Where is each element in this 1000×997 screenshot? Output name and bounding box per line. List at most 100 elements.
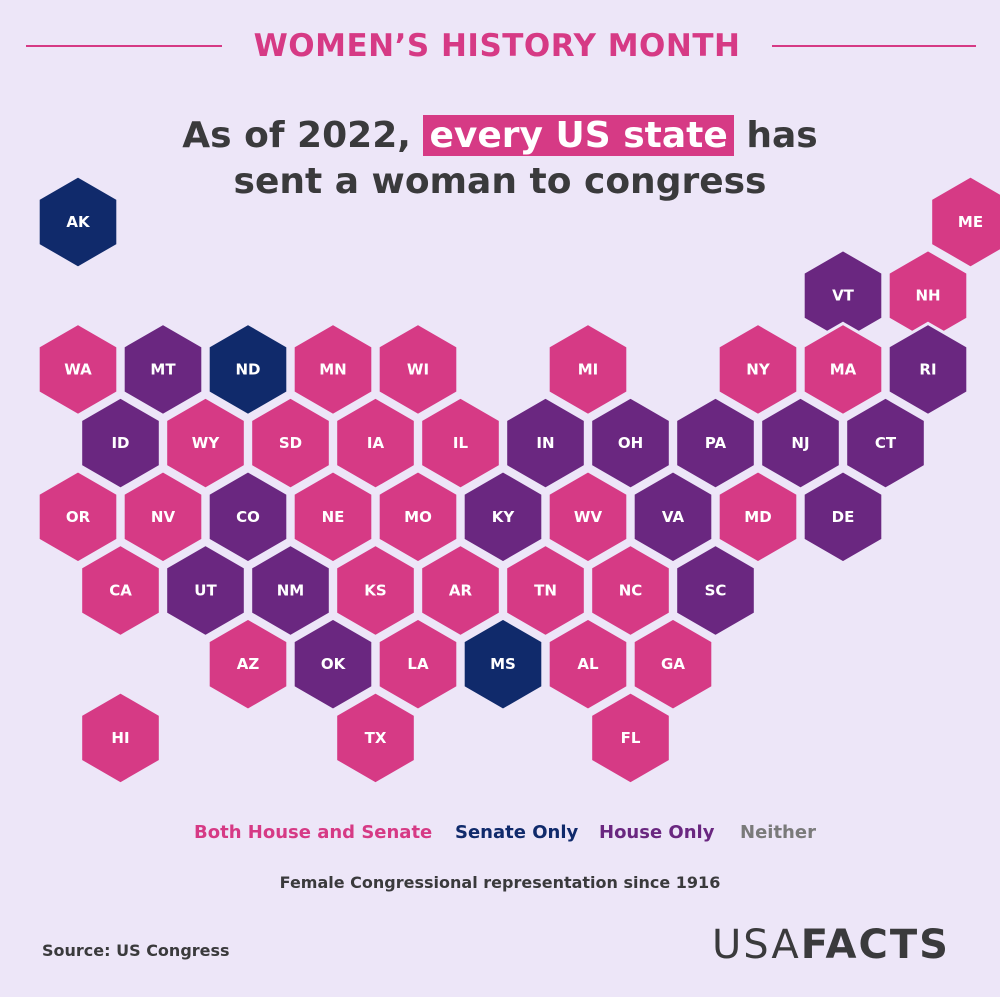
state-label: IL [453, 434, 469, 452]
state-label: GA [661, 655, 685, 673]
state-label: TX [365, 729, 387, 747]
state-tile-mn: MN [291, 321, 375, 418]
state-hex [376, 321, 460, 418]
state-label: MA [830, 360, 857, 378]
state-hex [546, 469, 630, 565]
map-subtitle: Female Congressional representation sinc… [279, 873, 721, 892]
state-tile-ky: KY [461, 469, 545, 565]
state-label: OR [66, 508, 91, 526]
state-label: NE [322, 508, 345, 526]
state-label: MD [744, 508, 771, 526]
state-label: KY [492, 508, 516, 526]
state-hex [419, 542, 502, 639]
state-label: ND [235, 360, 260, 378]
brand-logo: USAFACTS [712, 922, 950, 968]
source-note: Source: US Congress [42, 941, 230, 960]
state-hex [929, 174, 1000, 270]
state-label: RI [919, 360, 936, 378]
state-tile-ny: NY [716, 321, 800, 418]
state-hex [546, 616, 630, 712]
state-hex [504, 542, 587, 639]
headline-highlight: every US state [423, 115, 734, 156]
state-tile-ri: RI [886, 321, 970, 418]
state-label: CA [109, 582, 132, 600]
state-hex [291, 469, 375, 565]
state-tile-nj: NJ [759, 395, 842, 491]
state-tile-nm: NM [249, 542, 332, 639]
state-tile-hi: HI [79, 690, 162, 786]
state-hex [249, 542, 332, 639]
state-hex [844, 395, 927, 491]
brand-part1: USA [712, 922, 801, 968]
state-label: NM [277, 582, 304, 600]
state-hex [504, 395, 587, 491]
state-tile-ut: UT [164, 542, 247, 639]
state-hex [674, 395, 757, 491]
brand-part2: FACTS [800, 922, 950, 968]
state-tile-wa: WA [36, 321, 120, 418]
headline: As of 2022, every US state has sent a wo… [100, 113, 900, 205]
state-tile-mo: MO [376, 469, 460, 565]
state-hex [759, 395, 842, 491]
state-tile-id: ID [79, 395, 162, 491]
state-label: PA [705, 434, 727, 452]
state-hex [631, 469, 715, 565]
state-hex [716, 469, 800, 565]
state-label: WA [64, 360, 92, 378]
state-hex [249, 395, 332, 491]
state-tile-de: DE [801, 469, 885, 565]
legend-item-both: Both House and Senate [194, 822, 433, 843]
state-hex [419, 395, 502, 491]
state-label: NY [746, 360, 771, 378]
state-label: NJ [791, 434, 809, 452]
state-hex [291, 616, 375, 712]
state-tile-mt: MT [121, 321, 205, 418]
state-tile-ia: IA [334, 395, 417, 491]
banner-rule-left [26, 45, 222, 47]
state-label: HI [111, 729, 129, 747]
state-tile-or: OR [36, 469, 120, 565]
headline-line2: sent a woman to congress [233, 161, 767, 202]
state-label: VA [662, 508, 685, 526]
state-label: IA [367, 434, 385, 452]
state-label: VT [832, 287, 855, 305]
state-hex [36, 321, 120, 418]
state-hex [589, 690, 672, 786]
state-tile-ar: AR [419, 542, 502, 639]
state-label: TN [534, 582, 557, 600]
state-tile-ct: CT [844, 395, 927, 491]
state-label: SC [705, 582, 727, 600]
state-hex [716, 321, 800, 418]
state-tile-ne: NE [291, 469, 375, 565]
headline-suffix: has [746, 115, 818, 156]
state-tile-il: IL [419, 395, 502, 491]
headline-prefix: As of 2022, [182, 115, 411, 156]
state-label: WV [574, 508, 603, 526]
state-tile-ok: OK [291, 616, 375, 712]
state-hex [674, 542, 757, 639]
state-hex [376, 616, 460, 712]
state-label: WY [192, 434, 221, 452]
legend-item-senate: Senate Only [455, 822, 579, 843]
state-label: OK [321, 655, 347, 673]
state-tile-co: CO [206, 469, 290, 565]
state-label: SD [279, 434, 302, 452]
state-hex [206, 469, 290, 565]
state-hex [334, 395, 417, 491]
state-tile-in: IN [504, 395, 587, 491]
state-tile-al: AL [546, 616, 630, 712]
state-label: CT [875, 434, 897, 452]
state-tile-sd: SD [249, 395, 332, 491]
state-tile-tn: TN [504, 542, 587, 639]
state-tile-me: ME [929, 174, 1000, 270]
state-label: NH [915, 287, 940, 305]
state-label: MI [578, 360, 599, 378]
state-label: OH [618, 434, 643, 452]
state-label: NV [151, 508, 176, 526]
state-label: MT [150, 360, 176, 378]
state-tile-va: VA [631, 469, 715, 565]
state-hex [631, 616, 715, 712]
state-tile-nd: ND [206, 321, 290, 418]
state-tile-sc: SC [674, 542, 757, 639]
state-tile-wi: WI [376, 321, 460, 418]
